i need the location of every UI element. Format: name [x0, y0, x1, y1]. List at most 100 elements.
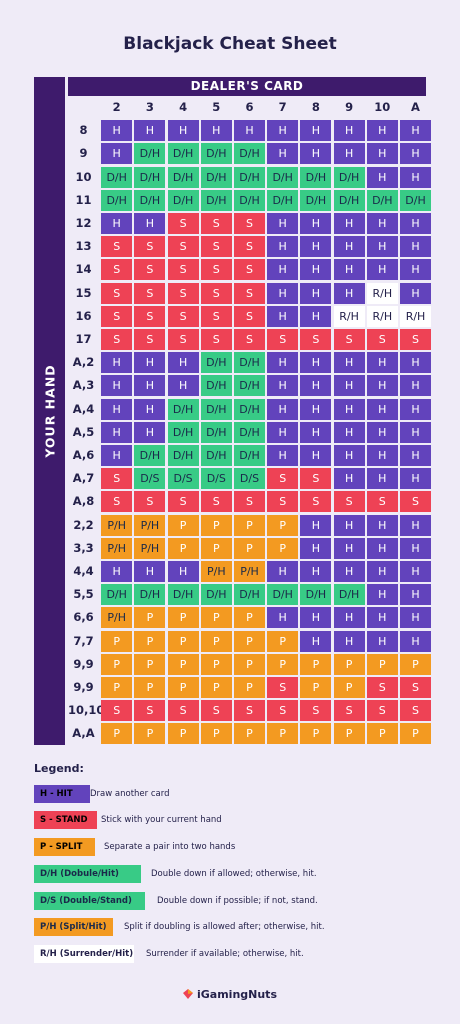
- hand-label-4-4: 4,4: [73, 564, 94, 578]
- action-cell: H: [366, 561, 398, 582]
- action-cell: H: [400, 445, 431, 466]
- action-cell: S: [167, 236, 199, 258]
- action-cell: P/H: [101, 514, 133, 536]
- action-cell: H: [400, 607, 431, 629]
- action-cell: S: [400, 677, 431, 698]
- action-cell: P: [200, 653, 232, 675]
- action-cell: H: [400, 630, 431, 652]
- action-cell: S: [101, 305, 133, 327]
- action-cell: H: [267, 120, 299, 142]
- hand-label-a-6: A,6: [72, 448, 95, 462]
- action-cell: H: [267, 398, 299, 420]
- action-cell: H: [400, 398, 431, 420]
- action-cell: H: [400, 468, 431, 490]
- action-cell: D/H: [101, 584, 133, 606]
- action-cell: S: [366, 491, 398, 513]
- action-cell: S: [267, 700, 299, 722]
- hand-label-6-6: 6,6: [73, 610, 94, 625]
- dealer-card-6: 6: [245, 100, 254, 114]
- dealer-card-4: 4: [179, 100, 188, 114]
- action-cell: P: [167, 607, 199, 629]
- action-cell: P: [134, 653, 166, 675]
- action-cell: H: [300, 630, 332, 652]
- action-cell: H: [400, 282, 431, 304]
- action-cell: P: [267, 630, 299, 652]
- action-cell: H: [333, 630, 365, 652]
- action-cell: S: [200, 236, 232, 258]
- action-cell: S: [234, 305, 265, 327]
- action-cell: S: [267, 329, 299, 350]
- action-cell: S: [366, 700, 398, 722]
- action-cell: H: [333, 445, 365, 466]
- action-cell: H: [200, 120, 232, 142]
- action-cell: P: [300, 677, 332, 698]
- action-cell: H: [300, 352, 332, 374]
- brand-name: iGamingNuts: [196, 988, 277, 1001]
- action-cell: H: [366, 607, 398, 629]
- action-cell: D/H: [300, 189, 332, 211]
- action-cell: H: [400, 584, 431, 606]
- action-cell: H: [400, 259, 431, 281]
- legend-description: Draw another card: [90, 789, 170, 799]
- action-cell: H: [134, 352, 166, 374]
- action-cell: H: [300, 305, 332, 327]
- action-cell: S: [101, 700, 133, 722]
- action-cell: H: [333, 282, 365, 304]
- page-title: Blackjack Cheat Sheet: [123, 34, 337, 54]
- action-cell: H: [400, 537, 431, 559]
- action-cell: S: [134, 305, 166, 327]
- action-cell: H: [333, 259, 365, 281]
- action-cell: H: [101, 421, 133, 443]
- action-cell: H: [333, 537, 365, 559]
- action-cell: H: [333, 375, 365, 397]
- hand-label-2-2: 2,2: [73, 517, 94, 532]
- action-cell: H: [333, 514, 365, 536]
- action-cell: H: [300, 259, 332, 281]
- action-cell: S: [300, 329, 332, 350]
- action-cell: P: [167, 653, 199, 675]
- action-cell: D/H: [200, 421, 232, 443]
- hand-label-a-3: A,3: [72, 378, 95, 393]
- action-cell: D/H: [300, 584, 332, 606]
- action-cell: S: [234, 329, 265, 350]
- action-cell: H: [400, 561, 431, 582]
- action-cell: P: [167, 630, 199, 652]
- action-cell: P: [267, 723, 299, 745]
- action-cell: H: [134, 375, 166, 397]
- action-cell: H: [400, 213, 431, 234]
- action-cell: P: [366, 723, 398, 745]
- action-cell: H: [134, 213, 166, 234]
- action-cell: P: [333, 677, 365, 698]
- hand-label-7-7: 7,7: [73, 633, 94, 648]
- action-cell: H: [366, 514, 398, 536]
- action-cell: D/H: [234, 143, 265, 165]
- action-cell: P: [134, 630, 166, 652]
- legend-description: Double down if possible; if not, stand.: [157, 896, 318, 906]
- action-cell: S: [267, 677, 299, 698]
- action-cell: P: [366, 653, 398, 675]
- dealer-card-2: 2: [112, 100, 121, 114]
- action-cell: S: [167, 282, 199, 304]
- action-cell: D/H: [134, 166, 166, 188]
- hand-label-3-3: 3,3: [73, 540, 94, 555]
- hand-label-a-4: A,4: [72, 401, 95, 416]
- action-cell: H: [300, 375, 332, 397]
- action-cell: S: [267, 468, 299, 490]
- action-cell: H: [300, 213, 332, 234]
- action-cell: H: [366, 143, 398, 165]
- action-cell: D/H: [134, 584, 166, 606]
- legend-description: Split if doubling is allowed after; othe…: [124, 922, 325, 932]
- dealer-card-7: 7: [278, 100, 287, 114]
- action-cell: D/H: [333, 584, 365, 606]
- action-cell: D/H: [134, 445, 166, 466]
- action-cell: D/H: [234, 166, 265, 188]
- action-cell: D/H: [167, 421, 199, 443]
- action-cell: H: [366, 468, 398, 490]
- action-cell: H: [101, 398, 133, 420]
- action-cell: H: [300, 514, 332, 536]
- dealer-card-a: A: [411, 100, 420, 114]
- action-cell: P: [400, 653, 431, 675]
- hand-label-11: 11: [75, 192, 92, 207]
- action-cell: H: [300, 421, 332, 443]
- action-cell: D/H: [267, 584, 299, 606]
